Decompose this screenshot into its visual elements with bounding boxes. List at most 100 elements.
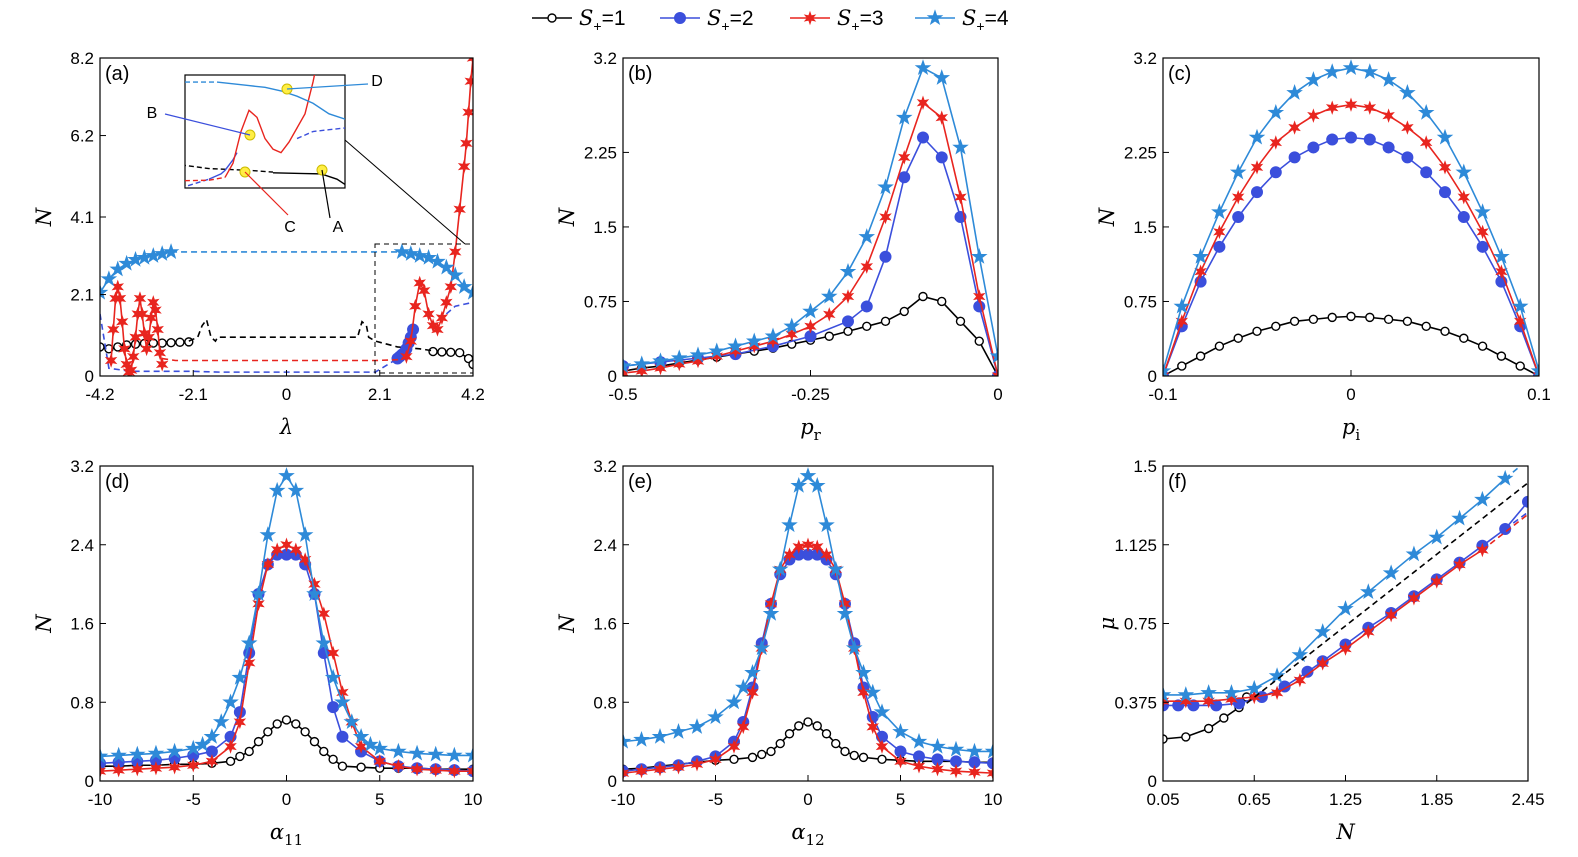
data-point	[753, 639, 771, 656]
data-point	[1493, 248, 1510, 264]
data-point	[1420, 166, 1433, 179]
data-point	[253, 736, 264, 747]
data-point	[757, 749, 767, 760]
data-point	[233, 714, 247, 730]
data-point	[1337, 600, 1354, 616]
x-axis-label: α11	[270, 820, 303, 849]
y-tick-label: 1.5	[1133, 457, 1157, 476]
data-point	[691, 353, 705, 369]
data-point	[991, 368, 998, 376]
series-line-Sp2	[1504, 511, 1528, 530]
data-point	[166, 742, 183, 759]
data-point	[1270, 685, 1284, 701]
inset-series	[296, 127, 345, 140]
data-point	[952, 138, 969, 155]
y-axis-label: N	[555, 614, 579, 634]
data-point	[652, 352, 669, 369]
data-point	[462, 105, 473, 120]
plot-area	[1163, 59, 1539, 376]
y-tick-label: 0.75	[1124, 615, 1157, 634]
data-point	[224, 739, 237, 754]
data-point	[448, 763, 461, 779]
data-point	[362, 735, 379, 752]
data-point	[1307, 141, 1320, 154]
y-tick-label: 0.75	[1124, 292, 1157, 311]
data-point	[864, 683, 882, 700]
data-point	[422, 306, 435, 322]
data-point	[1342, 59, 1360, 75]
data-point	[766, 746, 776, 757]
series-line-Sp4	[1163, 67, 1539, 372]
data-point	[1496, 351, 1507, 361]
data-point	[1511, 297, 1529, 314]
x-tick-label: 2.1	[368, 385, 392, 404]
data-point	[736, 719, 750, 735]
data-point	[929, 737, 946, 754]
data-point	[324, 668, 342, 685]
data-point	[1384, 607, 1398, 623]
data-point	[1231, 189, 1245, 205]
data-point	[203, 727, 221, 744]
series-line-Sp3	[100, 543, 473, 772]
data-point	[428, 346, 438, 357]
data-point	[955, 316, 966, 327]
data-point	[968, 764, 981, 780]
data-point	[866, 719, 880, 735]
data-point	[858, 752, 869, 763]
data-point	[1172, 699, 1185, 712]
data-point	[937, 296, 947, 307]
data-point	[111, 279, 125, 295]
data-point	[1181, 732, 1191, 742]
data-point	[842, 315, 854, 328]
data-point	[1515, 361, 1525, 371]
data-point	[317, 606, 331, 621]
data-point	[140, 341, 153, 357]
data-point	[129, 745, 146, 762]
data-point	[460, 136, 473, 151]
data-point	[880, 316, 891, 327]
data-point	[1267, 103, 1285, 120]
inset: A B C D	[147, 73, 474, 374]
data-point	[729, 754, 739, 765]
data-point	[1293, 672, 1307, 688]
x-tick-label: -4.2	[85, 385, 114, 404]
data-point	[947, 740, 965, 757]
data-point	[107, 322, 120, 337]
data-point	[1289, 316, 1300, 327]
plot-area	[623, 467, 993, 781]
data-point	[1269, 166, 1282, 179]
data-point	[1192, 248, 1209, 264]
data-point	[263, 727, 273, 737]
data-point	[818, 516, 835, 533]
data-point	[453, 202, 466, 217]
legend-entry-4: S+=4	[915, 6, 1009, 34]
data-point	[972, 289, 986, 304]
data-point	[764, 327, 782, 344]
inset-series	[208, 152, 238, 180]
data-point	[747, 752, 758, 763]
data-point	[429, 252, 446, 269]
y-tick-label: 8.2	[70, 49, 94, 68]
data-point	[688, 718, 706, 734]
x-tick-label: 0	[1346, 385, 1355, 404]
data-point	[1316, 656, 1329, 671]
x-tick-label: -5	[186, 790, 201, 809]
x-axis-label: λ	[279, 415, 293, 439]
data-point	[371, 739, 389, 756]
data-point	[327, 701, 340, 714]
data-point	[949, 763, 963, 779]
x-tick-label: 0	[282, 385, 291, 404]
y-tick-label: 2.4	[593, 536, 617, 555]
panel-d: -10 -5 0 5 10 0 0.8 1.6 2.4 3.2 α11 N (d)	[32, 457, 482, 849]
x-axis-label: N	[1335, 820, 1355, 844]
data-point	[785, 327, 799, 342]
data-point	[935, 151, 948, 164]
data-point	[404, 333, 418, 349]
data-point	[734, 678, 752, 695]
data-point	[790, 476, 808, 493]
data-point	[635, 763, 648, 779]
data-point	[1179, 693, 1193, 709]
data-point	[444, 279, 458, 295]
data-point	[1245, 679, 1263, 696]
data-point	[1439, 186, 1451, 199]
